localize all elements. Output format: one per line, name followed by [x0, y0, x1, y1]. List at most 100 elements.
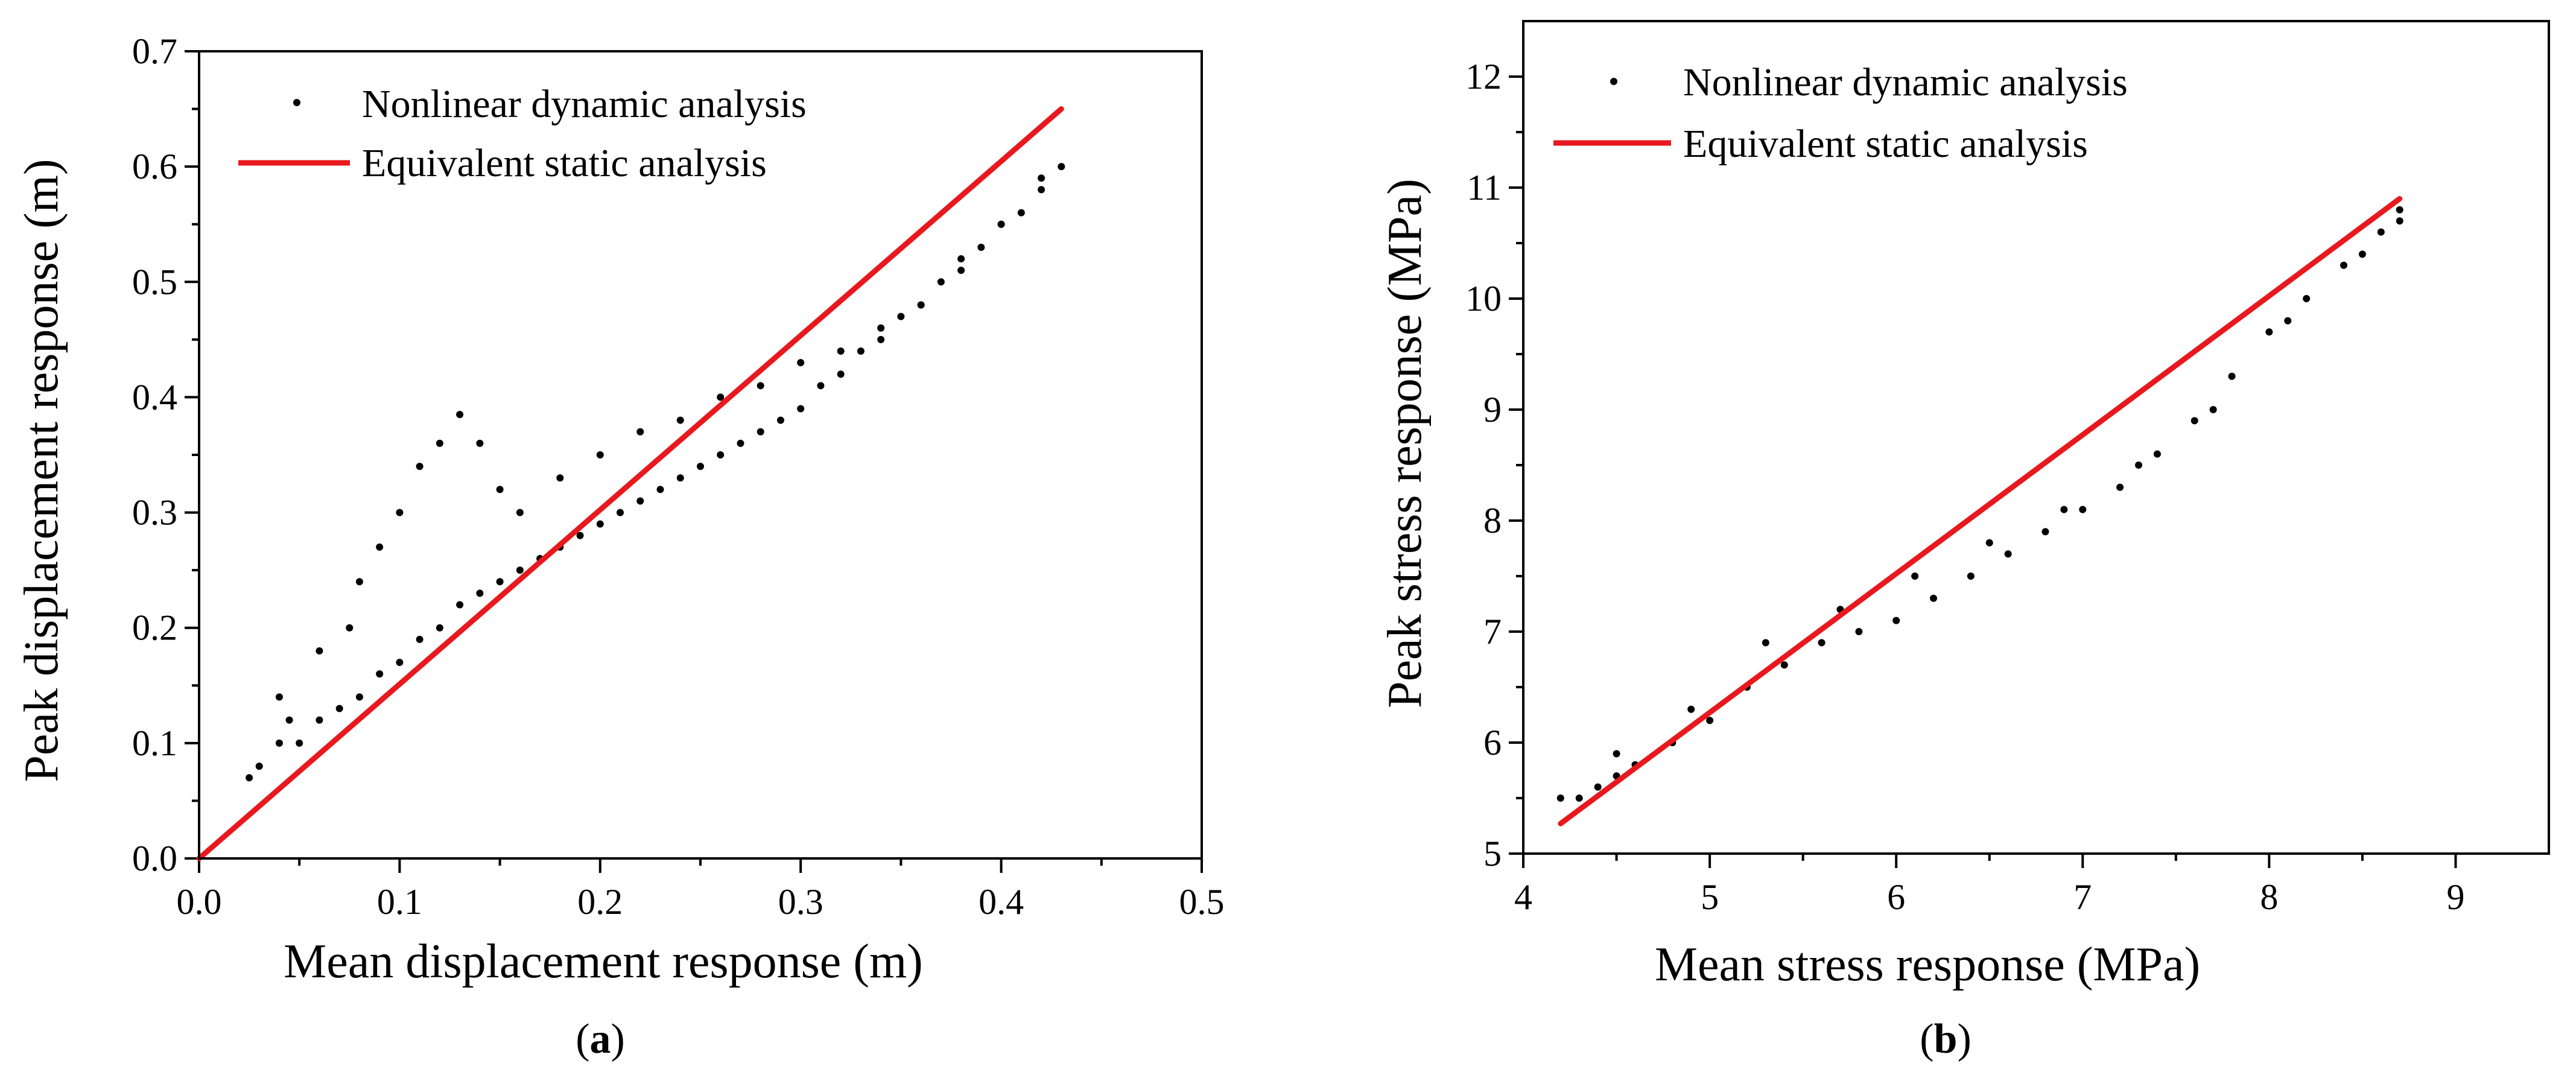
chart-a-data-point: [416, 463, 424, 471]
chart-a-x-tick-label: 0.4: [979, 882, 1024, 922]
chart-b-y-tick-label: 5: [1483, 834, 1502, 874]
chart-b-data-point: [2116, 483, 2124, 491]
chart-a-data-point: [496, 578, 504, 586]
chart-a-ticks: 0.0 0.1 0.2 0.3 0.4 0.5 0.0 0.1 0.2 0.3 0.4 0.5 0.6 0…: [132, 31, 1225, 922]
chart-a-caption-close: ): [611, 1016, 625, 1062]
chart-b-data-point: [1892, 617, 1900, 624]
chart-a-data-point: [516, 509, 524, 516]
chart-a-y-tick-label: 0.7: [132, 31, 177, 71]
chart-a-data-point: [837, 347, 845, 355]
chart-a-data-point: [436, 439, 443, 447]
chart-a-data-point: [476, 439, 484, 447]
chart-b-ylabel: Peak stress response (MPa): [1378, 179, 1432, 708]
chart-a-data-point: [757, 428, 764, 436]
chart-a-data-point: [376, 543, 384, 551]
chart-a-data-point: [977, 243, 985, 251]
chart-a-data-point: [355, 693, 363, 701]
chart-b-legend: Nonlinear dynamic analysis Equivalent st…: [1553, 60, 2128, 166]
chart-a-legend-marker-dots: [293, 99, 300, 106]
chart-b-points: [1556, 206, 2403, 802]
chart-a-data-point: [717, 393, 725, 401]
chart-a-data-point: [857, 347, 864, 355]
chart-a-data-point: [917, 301, 925, 309]
chart-a-data-point: [346, 624, 354, 632]
chart-b-xlabel: Mean stress response (MPa): [1655, 938, 2200, 991]
chart-a-data-point: [316, 647, 323, 655]
chart-b-y-tick-label: 9: [1483, 390, 1502, 430]
chart-b-legend-label-static: Equivalent static analysis: [1683, 122, 2088, 166]
chart-a-x-tick-label: 0.5: [1179, 882, 1225, 922]
chart-a-data-point: [416, 635, 424, 643]
chart-a-data-point: [1038, 174, 1045, 182]
chart-a-data-point: [396, 659, 404, 667]
chart-b-data-point: [2228, 372, 2236, 380]
chart-a-data-point: [316, 716, 323, 724]
chart-a-caption: (a): [576, 1016, 625, 1062]
chart-b-data-point: [1818, 639, 1826, 647]
chart-b-data-point: [1762, 639, 1769, 647]
chart-b-data-point: [1556, 794, 1564, 802]
chart-a-x-tick-label: 0.3: [778, 882, 823, 922]
chart-b-data-point: [1594, 783, 1602, 791]
chart-a-equivalent-line: [196, 106, 1064, 861]
chart-a-data-point: [837, 370, 845, 378]
chart-b: Peak stress response (MPa) Mean stress r…: [1378, 20, 2550, 1062]
chart-b-y-tick-label: 12: [1465, 57, 1502, 97]
chart-b-data-point: [2153, 450, 2161, 458]
chart-a-data-point: [436, 624, 443, 632]
chart-a-xlabel: Mean displacement response (m): [284, 935, 923, 988]
chart-b-data-point: [1967, 572, 1975, 580]
chart-a-axis-title-y: Peak displacement response (m): [15, 159, 68, 782]
chart-b-data-point: [2340, 261, 2347, 269]
chart-b-equivalent-line: [1558, 195, 2403, 826]
chart-a-data-point: [456, 411, 464, 419]
chart-a-data-point: [556, 474, 564, 482]
chart-b-x-tick-label: 4: [1514, 877, 1532, 917]
chart-b-data-point: [2041, 528, 2049, 536]
chart-a-data-point: [576, 531, 584, 539]
chart-b-data-point: [1911, 572, 1919, 580]
chart-a-data-point: [697, 463, 704, 471]
chart-b-data-point: [1706, 717, 1714, 725]
chart-b-data-point: [2191, 417, 2198, 425]
chart-a-data-point: [957, 267, 965, 274]
chart-b-data-point: [1855, 628, 1863, 635]
chart-a-data-point: [496, 486, 504, 493]
chart-a-data-point: [1058, 163, 1065, 171]
chart-b-caption-letter: b: [1934, 1016, 1958, 1062]
chart-a-data-point: [596, 451, 604, 458]
chart-a-data-point: [676, 416, 684, 424]
chart-b-data-point: [2265, 328, 2273, 336]
chart-b-data-point: [1687, 705, 1695, 713]
chart-b-y-tick-label: 8: [1483, 501, 1502, 541]
chart-b-data-point: [1780, 661, 1788, 669]
chart-a-data-point: [285, 716, 293, 724]
chart-a-legend-label-nonlinear: Nonlinear dynamic analysis: [362, 82, 807, 126]
chart-b-x-tick-label: 7: [2073, 877, 2092, 917]
chart-a-data-point: [676, 474, 684, 482]
chart-b-data-point: [1930, 594, 1937, 602]
chart-a: Peak displacement response (m) Mean disp…: [15, 31, 1225, 1062]
chart-a-data-point: [817, 382, 825, 390]
chart-b-data-point: [2004, 550, 2012, 558]
chart-b-data-point: [2358, 250, 2366, 258]
chart-a-data-point: [476, 589, 484, 597]
chart-a-y-tick-label: 0.5: [132, 262, 177, 302]
chart-a-data-point: [776, 416, 784, 424]
chart-a-y-tick-label: 0.4: [132, 377, 177, 417]
chart-a-data-point: [957, 255, 965, 263]
chart-a-x-tick-label: 0.1: [377, 882, 422, 922]
chart-a-data-point: [617, 509, 624, 516]
chart-b-y-tick-label: 6: [1483, 723, 1502, 763]
chart-a-data-point: [877, 324, 885, 332]
chart-a-data-point: [636, 428, 644, 436]
chart-b-y-tick-label: 10: [1465, 279, 1502, 319]
chart-a-x-tick-label: 0.2: [577, 882, 623, 922]
chart-b-data-point: [1613, 750, 1620, 758]
chart-a-y-tick-label: 0.6: [132, 147, 177, 186]
chart-a-data-point: [997, 220, 1005, 228]
chart-b-caption-close: ): [1957, 1016, 1971, 1062]
chart-a-data-point: [877, 335, 885, 343]
